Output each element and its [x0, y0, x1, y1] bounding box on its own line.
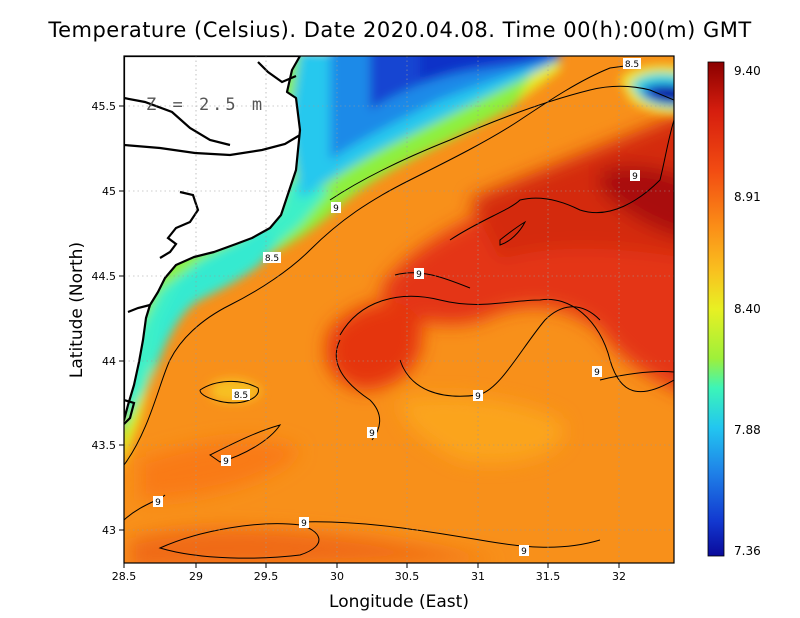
depth-label: Z = 2.5 m [146, 95, 265, 115]
colorbar-label: 8.40 [734, 302, 761, 316]
y-tick-label: 43.5 [92, 439, 117, 452]
x-axis-title: Longitude (East) [329, 592, 469, 612]
x-tick-label: 32 [612, 570, 626, 583]
y-tick-label: 44 [102, 355, 116, 368]
svg-text:9: 9 [155, 498, 161, 508]
contour-label: 9 [153, 496, 163, 508]
contour-label: 8.5 [263, 252, 281, 264]
svg-text:8.5: 8.5 [234, 391, 248, 401]
svg-text:9: 9 [521, 547, 527, 557]
svg-text:9: 9 [223, 457, 229, 467]
plot-frame [123, 55, 675, 564]
colorbar [707, 61, 725, 557]
contour-labels: 8.5 8.5 8.5 9 9 9 9 9 9 9 9 9 9 [153, 58, 641, 557]
contour-label: 9 [367, 427, 377, 439]
svg-text:9: 9 [301, 519, 307, 529]
y-tick-label: 45 [102, 185, 116, 198]
contour-label: 9 [331, 202, 341, 214]
contour-label: 9 [299, 517, 309, 529]
y-tick-label: 43 [102, 524, 116, 537]
x-tick-label: 29 [189, 570, 203, 583]
contour-label: 8.5 [232, 389, 250, 401]
temperature-field [124, 56, 674, 563]
colorbar-label: 7.88 [734, 423, 761, 437]
colorbar-label: 9.40 [734, 64, 761, 78]
x-tick-label: 31 [471, 570, 485, 583]
contour-label: 9 [414, 268, 424, 280]
colorbar-label: 8.91 [734, 190, 761, 204]
gridlines [124, 56, 674, 563]
svg-text:8.5: 8.5 [625, 60, 639, 70]
land-mass [124, 56, 302, 422]
x-tick-label: 28.5 [112, 570, 137, 583]
svg-text:8.5: 8.5 [265, 254, 279, 264]
svg-text:9: 9 [333, 204, 339, 214]
contour-label: 9 [630, 170, 640, 182]
svg-text:9: 9 [416, 270, 422, 280]
contour-label: 8.5 [623, 58, 641, 70]
x-tick-label: 29.5 [254, 570, 279, 583]
x-axis-tick-labels: 28.5 29 29.5 30 30.5 31 31.5 32 [112, 570, 626, 583]
contour-label: 9 [519, 545, 529, 557]
colorbar-labels: 9.40 8.91 8.40 7.88 7.36 [734, 64, 761, 558]
map-title: Temperature (Celsius). Date 2020.04.08. … [48, 18, 752, 42]
colorbar-label: 7.36 [734, 544, 761, 558]
y-axis-tick-labels: 43 43.5 44 44.5 45 45.5 [92, 100, 117, 537]
svg-text:9: 9 [475, 392, 481, 402]
x-tick-label: 30.5 [395, 570, 420, 583]
contour-label: 9 [221, 455, 231, 467]
contour-label: 9 [592, 366, 602, 378]
contour-label: 9 [473, 390, 483, 402]
contour-lines [124, 63, 674, 559]
y-axis-title: Latitude (North) [67, 242, 87, 378]
y-tick-label: 44.5 [92, 270, 117, 283]
svg-text:9: 9 [594, 368, 600, 378]
svg-text:9: 9 [632, 172, 638, 182]
y-tick-label: 45.5 [92, 100, 117, 113]
svg-text:9: 9 [369, 429, 375, 439]
x-tick-label: 31.5 [536, 570, 561, 583]
x-tick-label: 30 [330, 570, 344, 583]
x-axis-ticks [123, 563, 620, 568]
y-axis-ticks [119, 105, 124, 531]
